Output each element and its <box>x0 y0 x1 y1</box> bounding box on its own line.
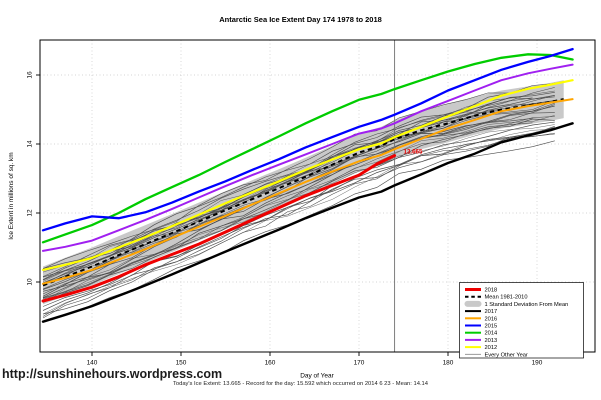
mean-1981-2010-line <box>42 98 564 287</box>
legend-item-label: 2017 <box>485 309 498 315</box>
x-tick-label: 180 <box>443 360 454 367</box>
today-extent-label: 13.665 <box>404 149 423 156</box>
today-value-annotation: 13.665 <box>404 149 423 156</box>
background-year-line <box>42 125 555 315</box>
background-year-line <box>42 90 555 273</box>
background-year-line <box>42 97 533 285</box>
x-tick-label: 190 <box>532 360 543 367</box>
background-year-line <box>42 103 555 290</box>
series-line-2015 <box>41 47 574 232</box>
background-year-line <box>42 115 555 302</box>
y-tick-label: 14 <box>27 140 34 148</box>
legend-band-swatch <box>464 300 482 307</box>
axis-ticks: 140 150 160 170 180 190 10 12 14 16 <box>27 71 543 366</box>
year-series-lines <box>41 47 574 323</box>
x-tick-label: 150 <box>176 360 187 367</box>
series-line-2014 <box>41 53 574 244</box>
legend-item-label: Every Other Year <box>485 352 528 358</box>
background-year-line <box>42 116 555 300</box>
y-tick-label: 12 <box>27 209 34 217</box>
legend-item-label: 2015 <box>485 324 498 330</box>
series-line-2012 <box>41 79 574 271</box>
plot-border <box>39 39 596 353</box>
legend-item-label: 2014 <box>485 331 498 337</box>
series-line-2017 <box>41 122 574 323</box>
legend-item-label: Mean 1981-2010 <box>485 295 528 301</box>
y-tick-label: 16 <box>27 71 34 79</box>
x-axis-label: Day of Year <box>300 373 334 380</box>
x-tick-label: 140 <box>87 360 98 367</box>
background-year-line <box>42 112 555 292</box>
background-year-line <box>42 122 533 299</box>
background-year-line <box>42 94 555 284</box>
background-year-line <box>42 133 555 317</box>
background-year-line <box>42 132 555 319</box>
series-line-2016 <box>42 98 574 285</box>
series-line-2018 <box>41 154 397 303</box>
chart-title: Antarctic Sea Ice Extent Day 174 1978 to… <box>219 15 382 24</box>
legend-box <box>459 282 584 359</box>
legend-item-label: 1 Standard Deviation From Mean <box>485 302 569 308</box>
background-year-line <box>42 128 555 315</box>
background-year-line <box>42 83 555 269</box>
legend-item-label: 2018 <box>485 288 498 294</box>
y-tick-label: 10 <box>27 278 34 286</box>
series-line-2013 <box>42 63 574 252</box>
background-year-line <box>42 117 533 298</box>
legend-item-label: 2013 <box>485 338 498 344</box>
y-axis-label: Ice Extent in millions of sq. km <box>8 152 15 239</box>
legend-item-label: 2012 <box>485 345 498 351</box>
footer-url: http://sunshinehours.wordpress.com <box>2 367 223 381</box>
legend-item-label: 2016 <box>485 316 498 322</box>
footnote: Today's Ice Extent: 13.665 - Record for … <box>172 381 429 387</box>
x-tick-label: 170 <box>354 360 365 367</box>
x-tick-label: 160 <box>265 360 276 367</box>
mean-line <box>42 98 564 287</box>
